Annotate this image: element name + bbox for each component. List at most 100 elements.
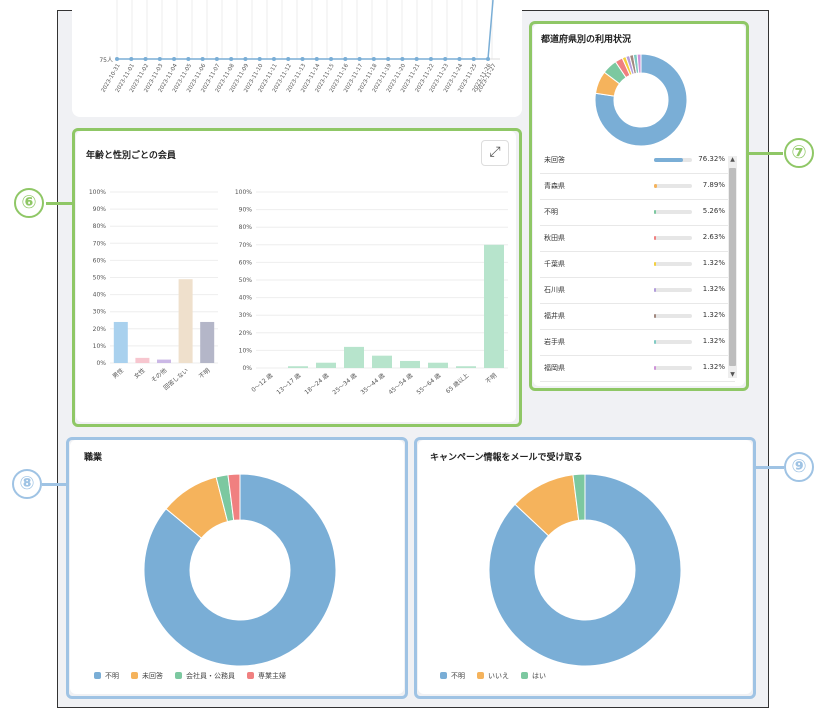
highlight-8 <box>66 437 408 699</box>
y-tick-label: 30% <box>239 312 253 319</box>
prefecture-percent: 1.32% <box>702 363 725 371</box>
y-tick-label: 50% <box>239 277 253 284</box>
expand-icon[interactable]: ⤢ <box>481 140 509 166</box>
prefecture-name: 未回答 <box>544 156 565 164</box>
data-point <box>314 57 319 61</box>
data-point <box>443 57 448 61</box>
bar <box>456 366 476 368</box>
data-point <box>229 57 234 61</box>
y-tick-label: 80% <box>93 223 107 230</box>
prefecture-percent: 1.32% <box>702 337 725 345</box>
data-point <box>243 57 248 61</box>
data-point <box>343 57 348 61</box>
donut-slice <box>227 473 241 521</box>
legend-item[interactable]: 会社員・公務員 <box>175 671 235 681</box>
prefecture-bar-fill <box>654 314 656 318</box>
y-tick-label: 0% <box>96 360 106 367</box>
bar <box>372 355 392 368</box>
series-line <box>117 0 494 60</box>
leader-6 <box>46 202 74 205</box>
y-tick-label: 20% <box>93 326 107 333</box>
y-tick-label: 100% <box>235 189 252 196</box>
data-point <box>286 57 291 61</box>
legend-label: 不明 <box>451 672 465 680</box>
callout-6: ⑥ <box>14 188 44 218</box>
prefecture-row: 秋田県 2.63% <box>540 225 735 252</box>
age-gender-title: 年齢と性別ごとの会員 <box>86 151 176 161</box>
prefecture-bar-fill <box>654 184 657 188</box>
occupation-title: 職業 <box>84 453 103 463</box>
highlight-9 <box>414 437 756 699</box>
prefecture-donut <box>594 53 688 147</box>
data-point <box>186 57 191 61</box>
donut-slice <box>143 473 337 667</box>
occupation-donut <box>143 473 337 667</box>
donut-slice <box>572 473 586 521</box>
prefecture-name: 千葉県 <box>544 260 565 268</box>
highlight-7 <box>529 21 749 391</box>
legend-swatch <box>131 672 138 679</box>
prefecture-bar-fill <box>654 158 683 162</box>
leader-8 <box>42 483 68 486</box>
donut-slice <box>636 53 642 74</box>
legend-label: 専業主婦 <box>258 672 286 680</box>
prefecture-row: 千葉県 1.32% <box>540 251 735 278</box>
y-tick-label: 100% <box>89 189 106 196</box>
prefecture-row: 未回答 76.32% <box>540 147 735 174</box>
legend-item[interactable]: 未回答 <box>131 671 163 681</box>
prefecture-bar-track <box>654 314 692 318</box>
data-point <box>200 57 205 61</box>
data-point <box>486 57 490 61</box>
prefecture-percent: 76.32% <box>698 155 725 163</box>
timeline-card: 75人 2023-10-31 2023-11-01 2023-11-02 2023-11… <box>72 0 522 117</box>
prefecture-bar-track <box>654 184 692 188</box>
data-point <box>400 57 405 61</box>
data-point <box>414 57 419 61</box>
legend-item[interactable]: 専業主婦 <box>247 671 286 681</box>
prefecture-name: 福岡県 <box>544 364 565 372</box>
y-tick-label: 80% <box>239 224 253 231</box>
prefecture-percent: 5.26% <box>702 207 725 215</box>
data-point <box>329 57 334 61</box>
callout-7: ⑦ <box>784 138 814 168</box>
prefecture-bar-track <box>654 262 692 266</box>
legend-item[interactable]: 不明 <box>440 671 465 681</box>
y-tick-label: 60% <box>239 259 253 266</box>
y-tick-label: 20% <box>239 330 253 337</box>
prefecture-bar-fill <box>654 288 656 292</box>
prefecture-card <box>533 24 745 386</box>
legend-item[interactable]: 不明 <box>94 671 119 681</box>
gender-bar-chart: 0%10%20%30%40%50%60%70%80%90%100%男性 女性 その他… <box>89 189 218 392</box>
data-point <box>357 57 362 61</box>
pref-scrollbar[interactable]: ▲ ▼ <box>728 156 737 378</box>
legend-swatch <box>247 672 254 679</box>
donut-slice <box>488 473 682 667</box>
y-tick-label: 30% <box>93 309 107 316</box>
pref-scroll-thumb[interactable] <box>729 168 736 366</box>
data-point <box>371 57 376 61</box>
legend-swatch <box>175 672 182 679</box>
y-tick-label: 40% <box>239 295 253 302</box>
prefecture-bar-track <box>654 288 692 292</box>
bar <box>344 346 364 368</box>
occupation-legend: 不明 未回答 会社員・公務員 専業主婦 <box>94 671 286 681</box>
highlight-6 <box>72 128 522 427</box>
y-tick-label: 10% <box>93 343 107 350</box>
data-point <box>157 57 162 61</box>
leader-9 <box>756 466 784 469</box>
y-tick-label: 70% <box>93 240 107 247</box>
prefecture-name: 石川県 <box>544 286 565 294</box>
bar <box>316 362 336 368</box>
prefecture-name: 福井県 <box>544 312 565 320</box>
legend-item[interactable]: はい <box>521 671 546 681</box>
prefecture-bar-fill <box>654 340 656 344</box>
leader-7 <box>749 152 783 155</box>
y-tick-label: 0% <box>242 365 252 372</box>
legend-item[interactable]: いいえ <box>477 671 509 681</box>
callout-8: ⑧ <box>12 469 42 499</box>
campaign-title: キャンペーン情報をメールで受け取る <box>430 453 583 463</box>
y-tick-label: 40% <box>93 292 107 299</box>
legend-swatch <box>94 672 101 679</box>
y-tick-label: 90% <box>93 206 107 213</box>
